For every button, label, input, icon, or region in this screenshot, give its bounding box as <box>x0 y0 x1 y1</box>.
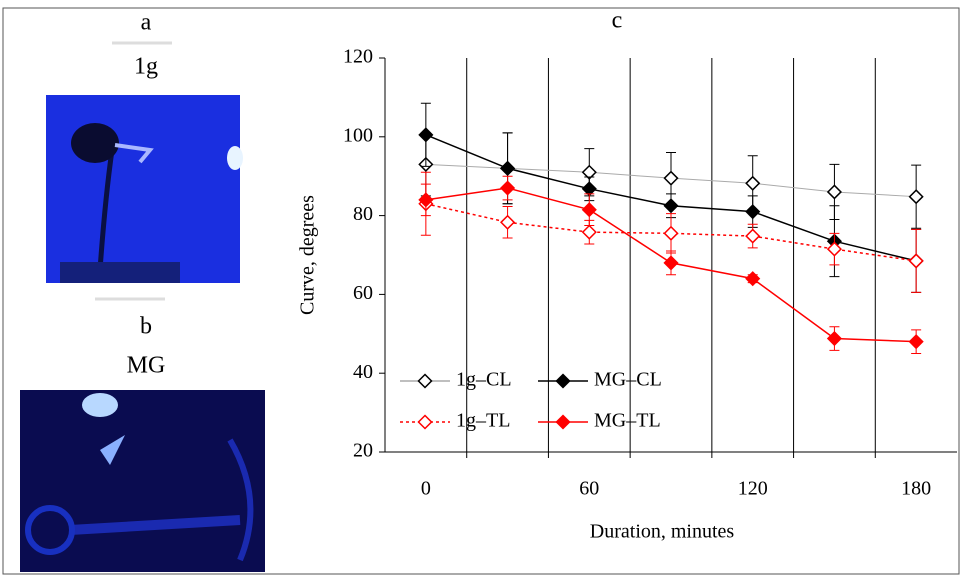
x-tick-label: 0 <box>421 478 431 500</box>
marker <box>663 225 679 241</box>
marker <box>826 330 842 347</box>
x-tick-label: 60 <box>579 478 599 500</box>
y-tick-label: 80 <box>353 203 373 225</box>
marker <box>745 204 761 220</box>
legend-label: 1g–CL <box>456 369 512 391</box>
photo-b <box>20 390 265 572</box>
marker <box>826 241 842 257</box>
y-tick-label: 60 <box>353 282 373 304</box>
marker <box>745 175 761 191</box>
marker <box>663 170 679 186</box>
y-axis-label: Curve, degrees <box>297 195 319 315</box>
panel-label: a <box>141 10 152 36</box>
marker <box>581 202 597 218</box>
x-axis-label: Duration, minutes <box>590 521 735 543</box>
marker <box>908 253 924 269</box>
marker <box>663 198 679 214</box>
marker <box>663 255 679 271</box>
marker <box>418 192 434 208</box>
marker <box>745 271 761 287</box>
marker <box>417 373 433 389</box>
marker <box>500 160 516 176</box>
marker <box>581 224 597 240</box>
legend-label: 1g–TL <box>456 410 510 432</box>
marker <box>581 181 597 197</box>
marker <box>826 184 842 200</box>
photo-a <box>46 95 243 283</box>
panel-caption: MG <box>127 353 166 379</box>
chart-title: c <box>612 8 623 34</box>
x-tick-label: 120 <box>738 478 768 500</box>
y-tick-label: 120 <box>343 46 373 68</box>
legend-label: MG–CL <box>594 369 662 391</box>
marker <box>500 180 516 196</box>
marker <box>908 189 924 205</box>
marker <box>555 373 571 389</box>
y-tick-label: 20 <box>353 440 373 462</box>
marker <box>555 414 571 430</box>
marker <box>500 214 516 230</box>
panel-label: b <box>140 314 152 340</box>
marker <box>417 414 433 430</box>
legend-label: MG–TL <box>594 410 661 432</box>
y-tick-label: 100 <box>343 124 373 146</box>
marker <box>908 334 924 350</box>
panel-caption: 1g <box>134 54 158 80</box>
x-tick-label: 180 <box>901 478 931 500</box>
y-tick-label: 40 <box>353 361 373 383</box>
marker <box>418 127 434 143</box>
marker <box>745 228 761 244</box>
frame <box>2 7 960 575</box>
